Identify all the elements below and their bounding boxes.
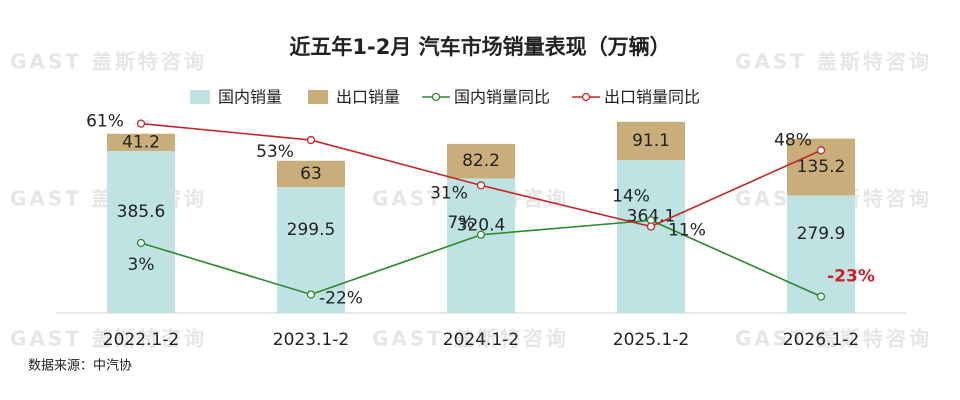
line-value-label: -22% [319,288,363,308]
bar-value-label: 279.9 [797,224,846,244]
line-value-label: 53% [256,142,294,162]
line-value-label: 14% [612,186,650,206]
line-marker [476,230,486,239]
x-tick-label: 2023.1-2 [273,330,349,350]
line-marker [306,290,316,299]
watermark: GAST 盖斯特咨询 [735,50,932,74]
chart-title: 近五年1-2月 汽车市场销量表现（万辆） [289,35,670,59]
bar [447,143,515,179]
watermark: GAST 盖斯特咨询 [372,327,569,351]
watermark: GAST 盖斯特咨询 [10,50,207,74]
bar [107,133,175,152]
line-marker [136,238,146,248]
line-value-label: 61% [86,112,124,132]
bar-value-label: 91.1 [632,131,670,151]
source: 数据来源：中汽协 [28,359,132,374]
watermark: GAST 盖斯特咨询 [10,327,207,351]
legend-marker [581,92,591,102]
bar-value-label: 299.5 [287,220,336,240]
legend-label: 国内销量 [218,88,282,107]
watermark: GAST 盖斯特咨询 [735,327,932,351]
x-tick-label: 2026.1-2 [783,330,859,350]
line-marker [646,222,656,231]
line-marker [816,292,826,301]
legend-swatch [308,90,329,104]
line-value-label: 31% [430,183,468,203]
bar [277,160,345,188]
x-tick-label: 2025.1-2 [613,330,689,350]
legend-label: 国内销量同比 [454,88,550,107]
bar [617,121,685,161]
bar-value-label: 320.4 [457,216,506,236]
line-value-label: 7% [448,213,475,233]
x-tick-label: 2024.1-2 [443,330,519,350]
legend-label: 出口销量 [336,88,400,107]
line-value-label: 48% [774,130,812,150]
line-marker [816,146,826,155]
x-tick-label: 2022.1-2 [103,330,179,350]
bar [617,160,685,313]
line-value-label: 11% [668,221,706,241]
line-value-label: 3% [128,255,155,275]
legend-marker [431,92,441,102]
line-value-label: -23% [827,267,875,287]
bar-value-label: 135.2 [797,157,846,177]
bar [107,151,175,313]
line-marker [136,119,146,128]
legend-swatch [190,90,210,104]
bar-value-label: 41.2 [122,132,160,152]
bar-value-label: 63 [300,164,322,184]
bar-value-label: 385.6 [117,202,166,222]
legend-label: 出口销量同比 [604,88,700,107]
line-marker [306,135,316,145]
line-marker [476,181,486,190]
bar [447,178,515,313]
bar-value-label: 82.2 [462,151,500,171]
